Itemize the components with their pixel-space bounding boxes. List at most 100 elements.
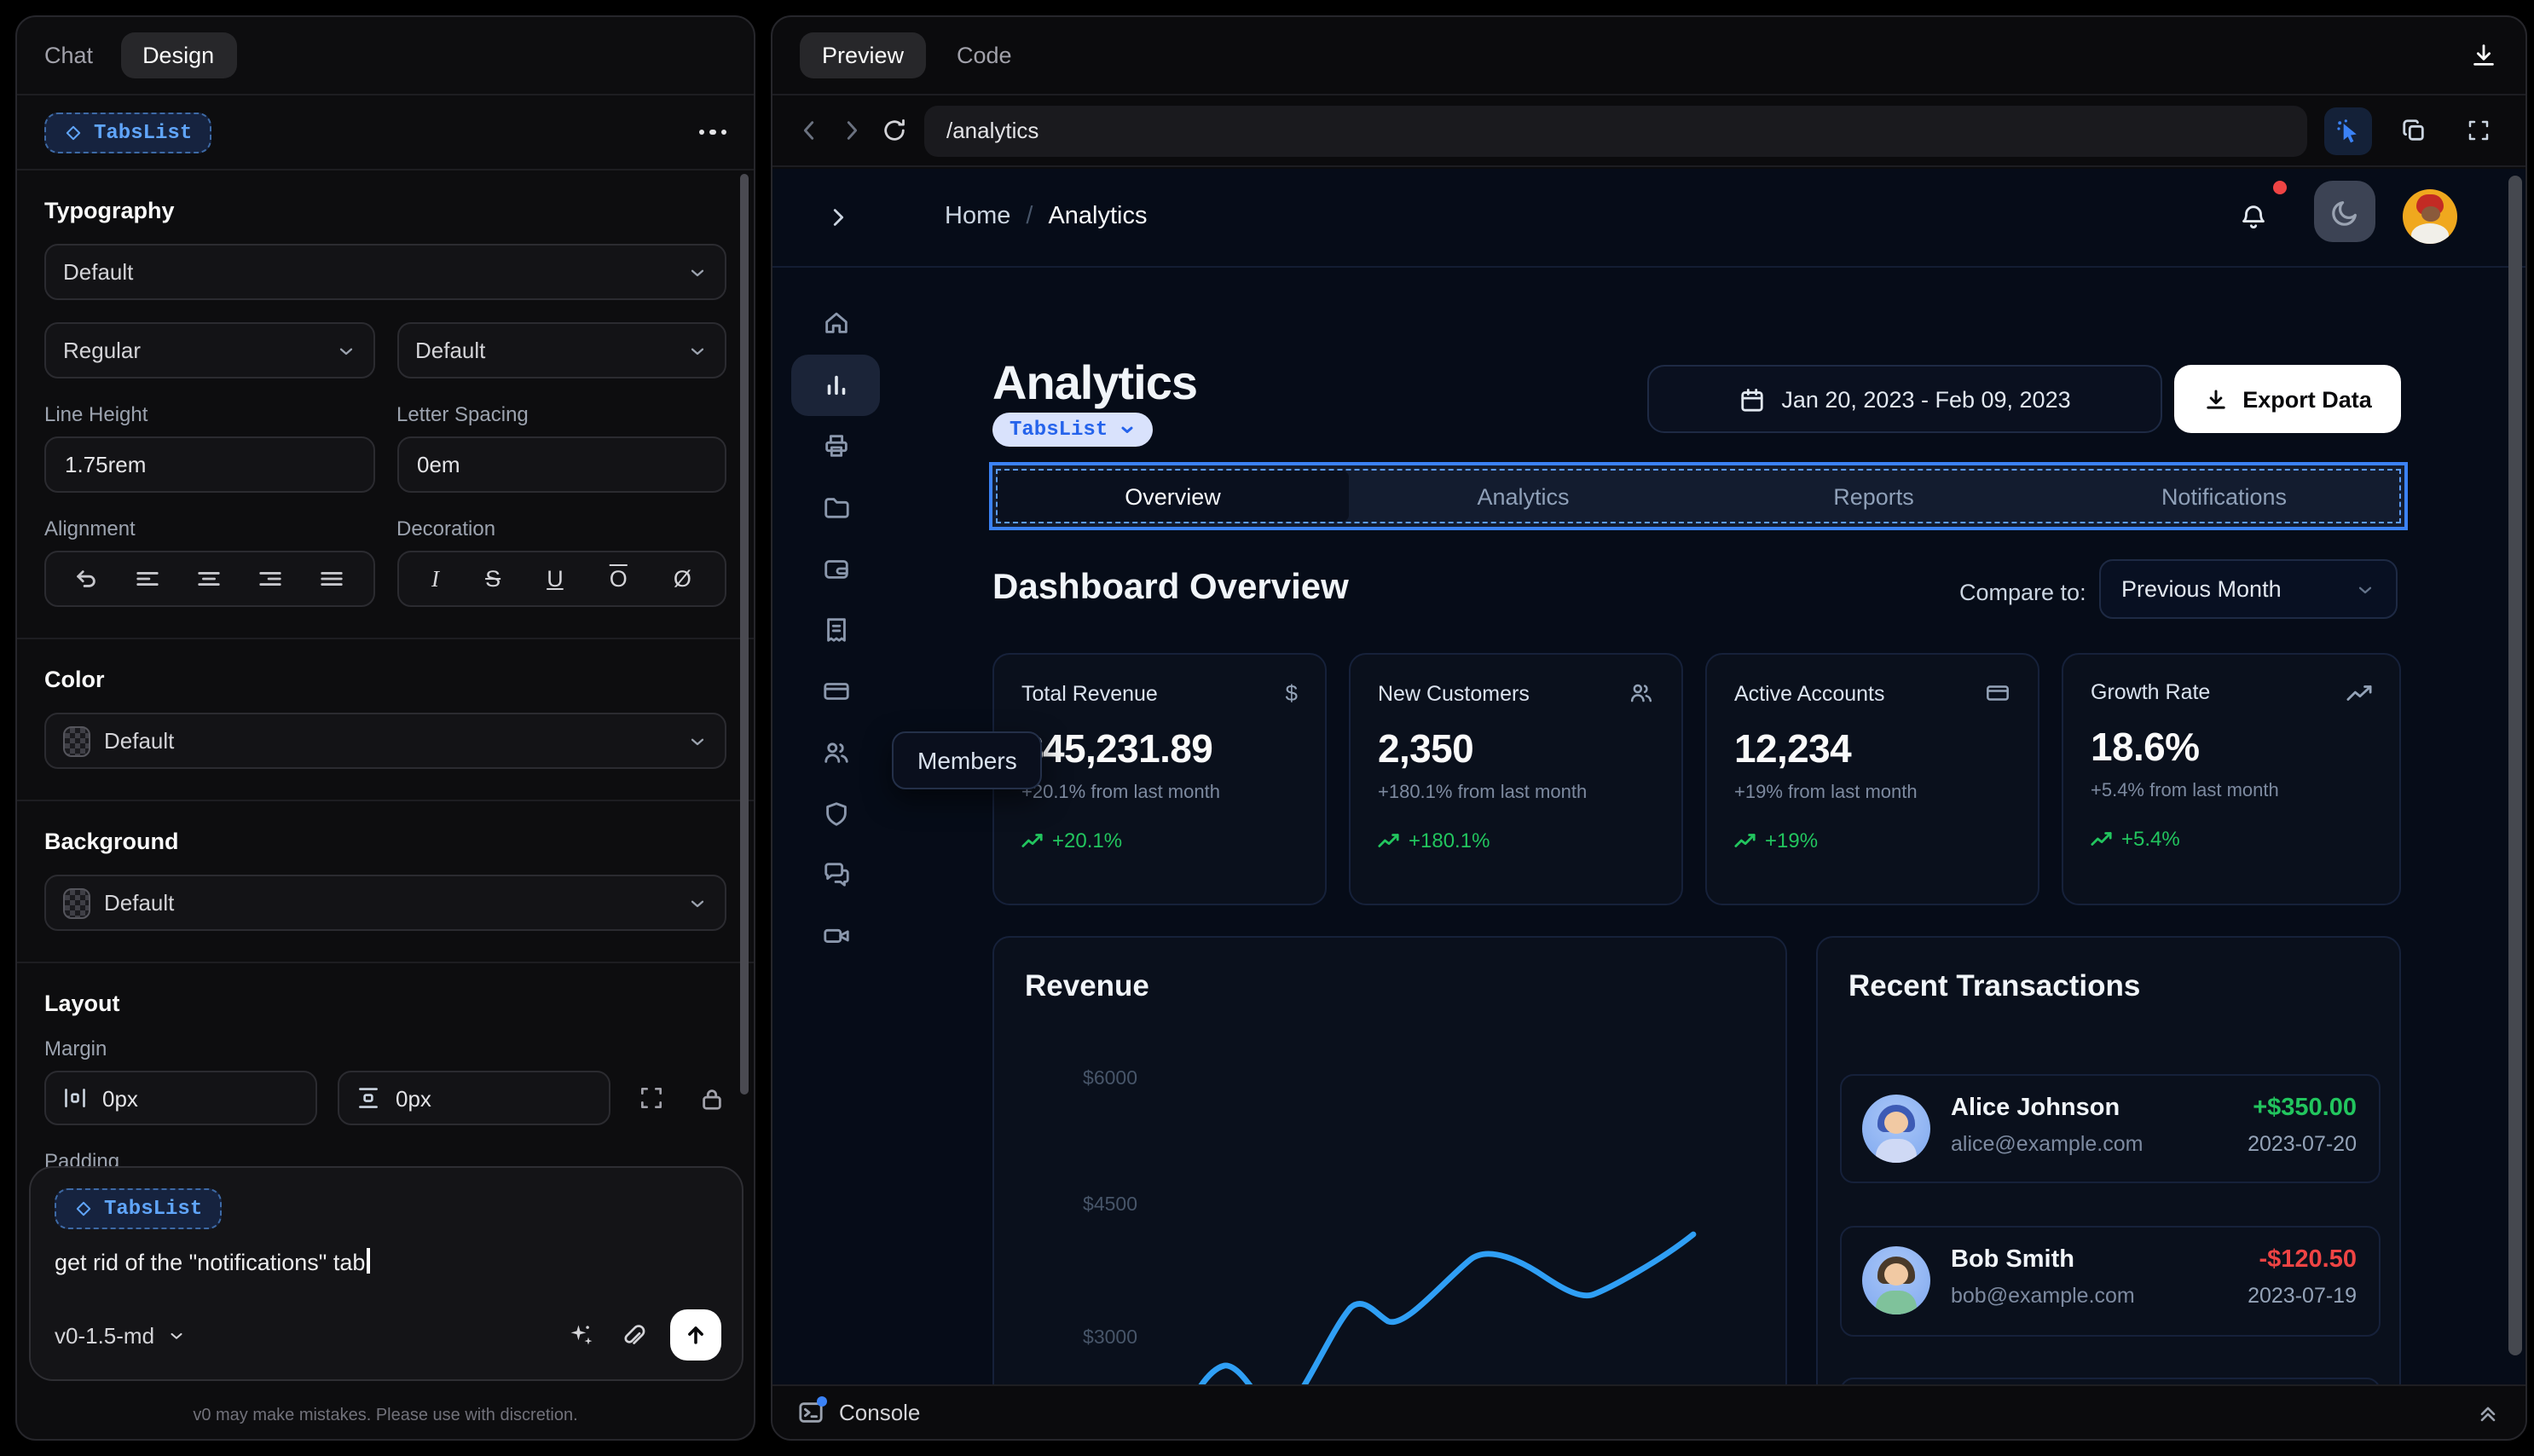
chevron-down-icon bbox=[691, 737, 704, 745]
fullscreen-button[interactable] bbox=[2454, 107, 2502, 154]
refresh-button[interactable] bbox=[882, 118, 907, 143]
no-decoration-button[interactable]: Ø bbox=[673, 566, 691, 592]
background-swatch bbox=[63, 887, 90, 918]
theme-toggle-button[interactable] bbox=[2314, 181, 2375, 242]
margin-lock-button[interactable] bbox=[699, 1085, 725, 1111]
strikethrough-button[interactable]: S bbox=[485, 566, 501, 592]
sparkles-icon bbox=[570, 1325, 593, 1345]
tab-code[interactable]: Code bbox=[957, 43, 1012, 68]
composer-input[interactable]: get rid of the "notifications" tab bbox=[55, 1248, 718, 1275]
enhance-prompt-button[interactable] bbox=[568, 1321, 595, 1349]
back-button[interactable] bbox=[796, 118, 822, 143]
recent-transactions-card: Recent Transactions Alice Johnson alice@… bbox=[1816, 936, 2401, 1388]
chevron-down-icon bbox=[691, 269, 704, 276]
nav-members-icon[interactable] bbox=[822, 738, 851, 767]
color-heading: Color bbox=[44, 667, 105, 692]
forward-button[interactable] bbox=[839, 118, 865, 143]
color-swatch bbox=[63, 725, 90, 756]
attach-file-button[interactable] bbox=[619, 1321, 646, 1349]
compare-label: Compare to: bbox=[1959, 580, 2086, 605]
console-expand-button[interactable] bbox=[2476, 1401, 2500, 1424]
compare-select[interactable]: Previous Month bbox=[2099, 559, 2398, 619]
chevron-left-icon bbox=[803, 121, 814, 140]
members-tooltip: Members bbox=[892, 731, 1043, 789]
chat-composer[interactable]: TabsList get rid of the "notifications" … bbox=[29, 1166, 743, 1381]
margin-expand-button[interactable] bbox=[638, 1084, 665, 1112]
margin-x-input[interactable]: 0px bbox=[44, 1071, 317, 1125]
letter-spacing-input[interactable]: 0em bbox=[396, 436, 726, 493]
y-tick-3000: $3000 bbox=[1083, 1328, 1137, 1349]
margin-y-input[interactable]: 0px bbox=[338, 1071, 610, 1125]
tab-analytics[interactable]: Analytics bbox=[1348, 471, 1698, 522]
export-data-button[interactable]: Export Data bbox=[2174, 365, 2401, 433]
nav-wallet-icon[interactable] bbox=[822, 554, 851, 583]
tab-design[interactable]: Design bbox=[120, 32, 237, 78]
composer-context-chip[interactable]: TabsList bbox=[55, 1188, 222, 1229]
margin-row: 0px 0px bbox=[44, 1071, 726, 1125]
url-input[interactable]: /analytics bbox=[924, 105, 2307, 156]
undo-alignment-button[interactable] bbox=[74, 566, 100, 592]
avatar bbox=[1862, 1246, 1930, 1314]
tab-overview[interactable]: Overview bbox=[998, 471, 1348, 522]
more-options-button[interactable] bbox=[698, 129, 726, 136]
browser-bar: /analytics bbox=[772, 95, 2525, 167]
tab-preview[interactable]: Preview bbox=[800, 32, 927, 78]
line-height-label: Line Height bbox=[44, 402, 148, 426]
preview-scrollbar[interactable] bbox=[2508, 176, 2522, 1355]
stat-card-active-accounts: Active Accounts 12,234 +19% from last mo… bbox=[1705, 653, 2039, 905]
align-center-button[interactable] bbox=[196, 566, 222, 592]
notification-dot bbox=[2273, 181, 2287, 194]
design-mode-cursor-button[interactable] bbox=[2324, 107, 2372, 154]
sidebar-expand-button[interactable] bbox=[825, 205, 851, 230]
trend-up-icon bbox=[1021, 834, 1043, 847]
breadcrumb: Home / Analytics bbox=[945, 203, 1148, 230]
line-height-input[interactable]: 1.75rem bbox=[44, 436, 374, 493]
tab-chat[interactable]: Chat bbox=[44, 43, 94, 68]
nav-security-icon[interactable] bbox=[822, 800, 851, 829]
background-select[interactable]: Default bbox=[44, 875, 726, 931]
nav-files-icon[interactable] bbox=[822, 493, 851, 522]
left-panel-scrollbar[interactable] bbox=[740, 174, 749, 1095]
nav-messages-icon[interactable] bbox=[822, 859, 851, 888]
download-button[interactable] bbox=[2469, 41, 2498, 70]
nav-receipts-icon[interactable] bbox=[822, 615, 851, 644]
letter-spacing-label: Letter Spacing bbox=[396, 402, 529, 426]
selected-element-chip[interactable]: TabsList bbox=[44, 112, 211, 153]
date-range-picker[interactable]: Jan 20, 2023 - Feb 09, 2023 bbox=[1647, 365, 2162, 433]
selection-label-chip[interactable]: TabsList bbox=[992, 413, 1153, 447]
transaction-row[interactable]: Bob Smith bob@example.com -$120.50 2023-… bbox=[1840, 1226, 2381, 1337]
nav-analytics-icon[interactable] bbox=[822, 370, 851, 399]
tab-notifications[interactable]: Notifications bbox=[2049, 471, 2399, 522]
align-right-button[interactable] bbox=[257, 566, 283, 592]
nav-home-icon[interactable] bbox=[822, 309, 851, 338]
composer-toolbar: v0-1.5-md bbox=[55, 1309, 721, 1361]
color-select[interactable]: Default bbox=[44, 713, 726, 769]
transaction-row[interactable]: Alice Johnson alice@example.com +$350.00… bbox=[1840, 1074, 2381, 1183]
overline-button[interactable]: O bbox=[609, 566, 628, 592]
font-weight-select[interactable]: Regular bbox=[44, 322, 374, 378]
notifications-bell-button[interactable] bbox=[2239, 203, 2268, 232]
font-size-select[interactable]: Default bbox=[396, 322, 726, 378]
send-button[interactable] bbox=[670, 1309, 721, 1361]
nav-invoices-icon[interactable] bbox=[822, 431, 851, 460]
underline-button[interactable]: U bbox=[547, 566, 564, 592]
revenue-line-chart bbox=[1195, 1231, 1697, 1388]
console-bar[interactable]: Console bbox=[772, 1384, 2525, 1439]
breadcrumb-current: Analytics bbox=[1048, 203, 1148, 230]
tab-reports[interactable]: Reports bbox=[1698, 471, 2049, 522]
user-avatar[interactable] bbox=[2403, 189, 2457, 244]
font-family-select[interactable]: Default bbox=[44, 244, 726, 300]
tabs-list-selected: Overview Analytics Reports Notifications bbox=[989, 462, 2408, 530]
nav-cards-icon[interactable] bbox=[822, 677, 851, 706]
model-select[interactable]: v0-1.5-md bbox=[55, 1322, 185, 1348]
copy-button[interactable] bbox=[2389, 107, 2437, 154]
align-justify-button[interactable] bbox=[319, 566, 344, 592]
credit-card-icon bbox=[1985, 680, 2010, 706]
align-left-icon bbox=[137, 572, 159, 586]
align-left-button[interactable] bbox=[136, 566, 161, 592]
italic-button[interactable]: I bbox=[431, 565, 440, 591]
typography-heading: Typography bbox=[44, 198, 175, 223]
breadcrumb-home[interactable]: Home bbox=[945, 203, 1011, 230]
calendar-icon bbox=[1740, 387, 1762, 411]
nav-video-icon[interactable] bbox=[822, 921, 851, 950]
